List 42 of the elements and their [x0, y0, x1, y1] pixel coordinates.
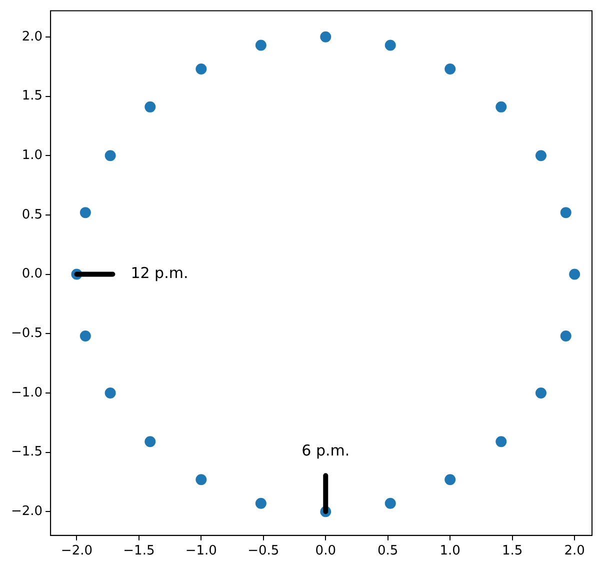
point	[255, 498, 266, 509]
point	[196, 474, 207, 486]
point	[535, 387, 546, 398]
point	[560, 330, 572, 342]
point	[569, 268, 580, 280]
y-tick-label: 1.5	[22, 88, 43, 104]
y-tick-label: 2.0	[22, 29, 43, 44]
point	[560, 207, 572, 218]
x-tick-label: 2.0	[564, 544, 585, 559]
x-tick-label: 1.5	[502, 544, 523, 559]
point	[104, 150, 116, 162]
x-tick-label: 1.0	[440, 544, 460, 559]
y-tick-label: −0.5	[10, 326, 43, 342]
point	[320, 31, 332, 42]
point	[255, 40, 266, 51]
y-tick-label: 1.0	[22, 148, 43, 163]
x-tick-label: −0.5	[248, 544, 280, 559]
point	[144, 101, 156, 112]
x-tick-label: 0.0	[315, 544, 336, 559]
y-tick-label: −1.0	[10, 385, 43, 400]
y-tick-label: 0.0	[22, 266, 43, 282]
point	[80, 207, 91, 218]
point	[496, 436, 507, 448]
point	[444, 474, 456, 486]
x-tick-label: −1.5	[123, 544, 155, 559]
x-tick-label: −2.0	[60, 544, 92, 559]
annotation: 6 p.m.	[302, 442, 350, 460]
point	[144, 436, 156, 448]
x-tick-label: 0.5	[378, 544, 398, 559]
point	[384, 40, 396, 51]
point	[496, 101, 507, 112]
point	[535, 150, 546, 162]
point	[196, 63, 207, 74]
y-tick-label: 0.5	[22, 207, 43, 222]
annotation: 12 p.m.	[130, 264, 188, 282]
point	[80, 330, 91, 342]
x-tick-label: −1.0	[185, 544, 217, 559]
point	[104, 387, 116, 398]
y-tick-label: −2.0	[10, 504, 43, 520]
point	[444, 63, 456, 74]
y-tick-label: −1.5	[10, 444, 43, 460]
point	[384, 498, 396, 509]
